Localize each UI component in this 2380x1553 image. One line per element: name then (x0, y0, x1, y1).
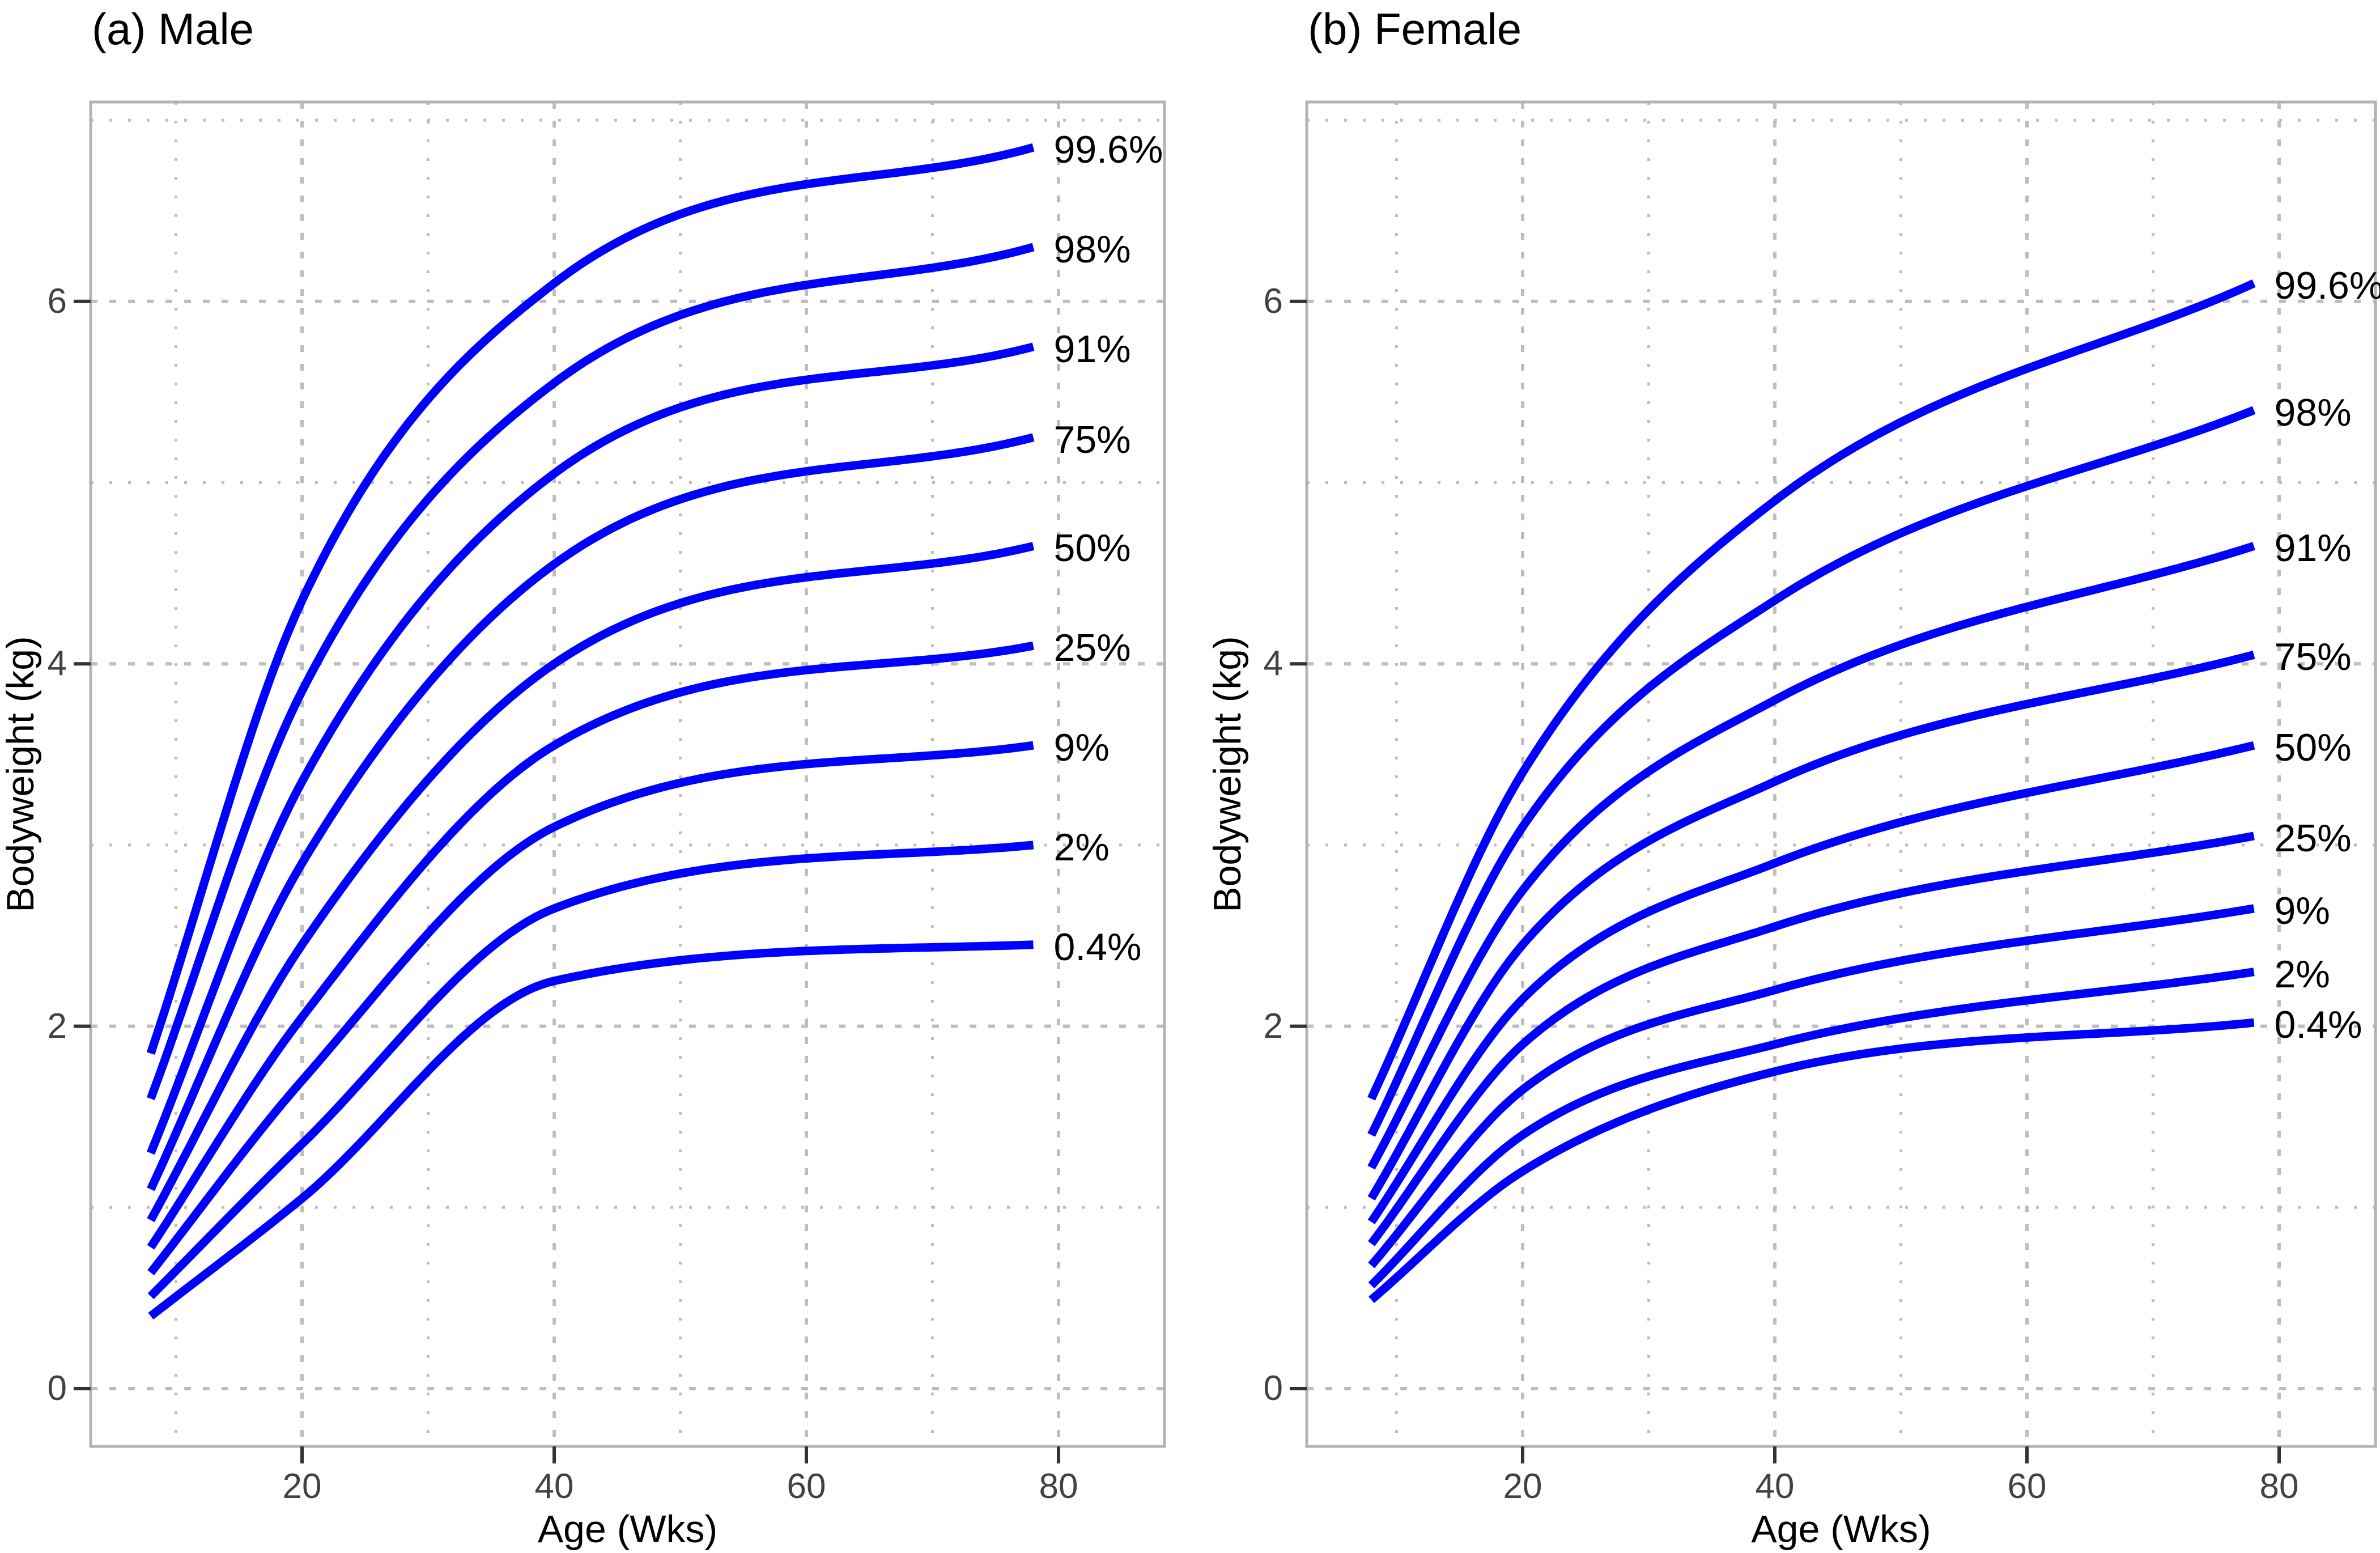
centile-line-label: 9% (2274, 889, 2330, 932)
x-tick-label: 40 (534, 1467, 574, 1506)
centile-line-label: 99.6% (1053, 128, 1163, 172)
centile-curve-50% (147, 542, 1035, 1223)
centile-line-label: 99.6% (2274, 264, 2380, 307)
centile-curve-98% (1367, 406, 2256, 1137)
centile-line-label: 98% (1053, 227, 1131, 271)
centile-curve-2% (1368, 968, 2255, 1289)
centile-line-label: 75% (1053, 418, 1131, 461)
y-tick-label: 4 (1263, 644, 1283, 684)
centile-line-label: 50% (1053, 527, 1131, 570)
panel-a-title: (a) Male (92, 4, 254, 54)
centile-line-label: 25% (2274, 816, 2352, 860)
centile-line-label: 91% (1053, 327, 1131, 371)
centile-line-label: 50% (2274, 726, 2352, 770)
centile-curve-9% (1368, 904, 2255, 1268)
centile-line-label: 25% (1053, 626, 1131, 670)
centile-curve-9% (147, 741, 1034, 1276)
centile-curve-99.6% (146, 143, 1035, 1055)
centile-curve-98% (146, 243, 1035, 1101)
centile-line-label: 75% (2274, 635, 2352, 679)
centile-line-label: 0.4% (2274, 1003, 2362, 1047)
centile-curve-91% (147, 342, 1035, 1155)
x-tick-label: 80 (1039, 1467, 1078, 1506)
x-tick-label: 60 (2007, 1467, 2047, 1506)
centile-line-label: 2% (1053, 825, 1110, 869)
y-tick-label: 0 (1263, 1369, 1283, 1408)
centile-line-label: 2% (2274, 952, 2330, 996)
x-tick-label: 80 (2259, 1467, 2299, 1506)
x-tick-label: 40 (1755, 1467, 1795, 1506)
centile-curve-91% (1367, 542, 2255, 1170)
centile-curve-0.4% (148, 940, 1034, 1320)
x-tick-label: 20 (282, 1467, 322, 1506)
y-tick-label: 2 (1263, 1006, 1283, 1046)
x-tick-label: 20 (1503, 1467, 1542, 1506)
centile-curve-99.6% (1367, 279, 2256, 1101)
centile-line-label: 91% (2274, 527, 2352, 570)
panel-a-x-axis-title: Age (Wks) (537, 1508, 718, 1551)
panel-b-x-axis-title: Age (Wks) (1751, 1508, 1931, 1551)
centile-curve-2% (147, 841, 1034, 1300)
x-tick-label: 60 (787, 1467, 826, 1506)
centile-curve-25% (147, 641, 1034, 1250)
centile-line-label: 9% (1053, 726, 1110, 770)
panel-b-y-axis-title: Bodyweight (kg) (1206, 636, 1249, 913)
centile-curve-75% (147, 433, 1035, 1191)
y-tick-label: 6 (47, 281, 67, 321)
centile-line-label: 98% (2274, 391, 2352, 434)
centile-curve-0.4% (1368, 1018, 2255, 1303)
y-tick-label: 4 (47, 644, 67, 684)
centile-curve-25% (1368, 831, 2255, 1246)
y-tick-label: 6 (1263, 281, 1283, 321)
panel-b-title: (b) Female (1308, 4, 1522, 54)
panel-a-y-axis-title: Bodyweight (kg) (0, 636, 42, 913)
centile-curve-75% (1367, 650, 2255, 1201)
y-tick-label: 2 (47, 1006, 67, 1046)
y-tick-label: 0 (47, 1369, 67, 1408)
centile-curve-50% (1367, 741, 2255, 1225)
centile-line-label: 0.4% (1053, 925, 1142, 969)
